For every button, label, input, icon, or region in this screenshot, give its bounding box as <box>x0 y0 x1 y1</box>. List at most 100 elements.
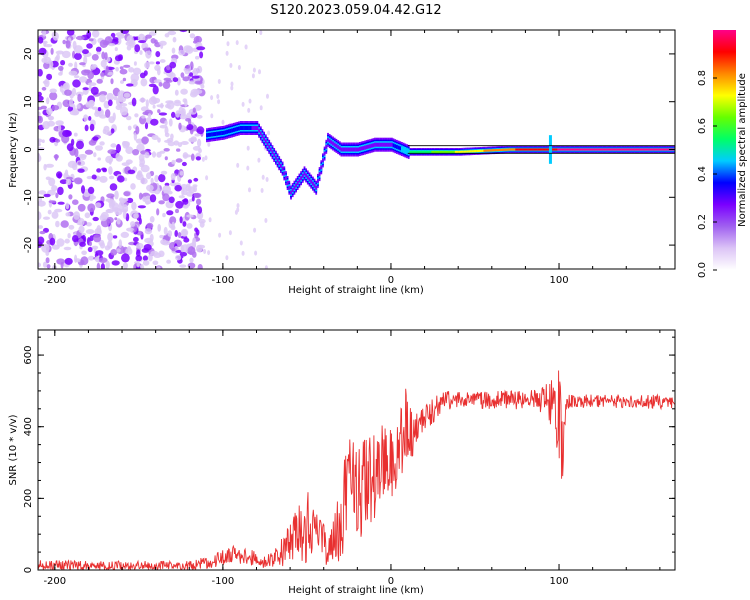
noise-blob <box>59 85 64 93</box>
noise-blob <box>115 152 121 161</box>
noise-blob <box>165 100 174 104</box>
signal-mark <box>604 148 607 151</box>
noise-blob <box>107 232 113 242</box>
noise-blob <box>58 65 64 71</box>
signal-mark <box>458 150 460 153</box>
noise-blob <box>100 72 105 77</box>
noise-blob <box>57 201 65 205</box>
signal-mark <box>379 142 381 147</box>
noise-blob <box>59 179 68 185</box>
noise-blob <box>152 85 159 95</box>
noise-blob <box>68 62 73 67</box>
noise-blob <box>189 33 196 39</box>
noise-blob <box>55 120 64 126</box>
signal-mark <box>253 126 255 130</box>
noise-blob <box>158 174 166 183</box>
noise-blob <box>156 208 160 216</box>
signal-mark <box>490 149 492 152</box>
noise-blob <box>196 198 202 205</box>
noise-blob <box>149 194 157 203</box>
signal-mark <box>283 171 286 176</box>
noise-blob <box>66 176 73 180</box>
noise-blob <box>229 63 233 68</box>
noise-blob <box>74 61 78 70</box>
signal-mark <box>597 148 600 151</box>
noise-blob <box>74 254 78 263</box>
noise-blob <box>69 110 79 116</box>
signal-mark <box>337 145 339 150</box>
noise-blob <box>148 31 157 36</box>
signal-mark <box>543 148 546 151</box>
noise-blob <box>158 112 168 116</box>
noise-blob <box>117 90 126 100</box>
noise-blob <box>193 185 198 193</box>
noise-blob <box>138 192 143 200</box>
signal-mark <box>512 148 514 151</box>
signal-mark <box>269 147 272 152</box>
signal-mark <box>449 150 452 153</box>
signal-mark <box>627 148 630 151</box>
noise-blob <box>55 192 59 199</box>
noise-blob <box>39 230 46 235</box>
noise-blob <box>104 52 108 61</box>
signal-mark <box>658 148 660 151</box>
noise-blob <box>99 94 106 103</box>
signal-mark <box>312 181 314 186</box>
noise-blob <box>88 241 92 247</box>
signal-mark <box>659 148 662 151</box>
noise-blob <box>54 208 63 213</box>
noise-blob <box>68 194 73 200</box>
noise-blob <box>179 170 184 176</box>
noise-blob <box>96 51 101 55</box>
spectrogram-marks <box>38 30 675 269</box>
noise-blob <box>193 192 202 199</box>
signal-mark <box>409 150 412 153</box>
noise-blob <box>160 239 167 245</box>
noise-blob <box>169 61 177 69</box>
noise-blob <box>107 149 116 155</box>
signal-mark <box>517 148 519 151</box>
signal-mark <box>342 147 344 152</box>
noise-blob <box>62 99 71 108</box>
noise-blob <box>90 64 97 70</box>
noise-blob <box>80 232 87 236</box>
signal-mark <box>633 148 635 151</box>
noise-blob <box>113 96 118 101</box>
noise-blob <box>125 213 130 222</box>
noise-blob <box>116 218 121 225</box>
signal-mark <box>527 148 529 151</box>
signal-mark <box>355 147 358 152</box>
noise-blob <box>155 61 160 65</box>
noise-blob <box>239 240 243 246</box>
noise-blob <box>182 229 188 237</box>
noise-blob <box>145 200 150 205</box>
noise-blob <box>106 208 112 213</box>
signal-mark <box>485 149 487 152</box>
noise-blob <box>139 158 146 166</box>
noise-blob <box>174 230 178 237</box>
signal-mark <box>286 181 289 185</box>
noise-blob <box>38 262 41 268</box>
spectrogram-y-tick-label: 20 <box>23 48 34 61</box>
noise-blob <box>46 107 53 115</box>
noise-blob <box>188 199 193 203</box>
noise-blob <box>160 43 164 49</box>
noise-blob <box>52 31 59 41</box>
signal-mark <box>384 142 386 147</box>
noise-blob <box>157 224 161 232</box>
signal-mark <box>624 148 627 151</box>
noise-blob <box>78 76 88 83</box>
signal-mark <box>377 142 380 147</box>
noise-blob <box>48 200 57 204</box>
signal-mark <box>434 150 437 153</box>
noise-blob <box>38 115 43 124</box>
noise-blob <box>72 199 79 205</box>
noise-blob <box>133 236 139 243</box>
noise-blob <box>110 78 114 85</box>
noise-blob <box>98 257 108 264</box>
noise-blob <box>171 247 176 252</box>
signal-mark <box>444 150 447 153</box>
noise-blob <box>173 101 182 107</box>
noise-blob <box>41 139 45 143</box>
noise-blob <box>164 156 168 161</box>
